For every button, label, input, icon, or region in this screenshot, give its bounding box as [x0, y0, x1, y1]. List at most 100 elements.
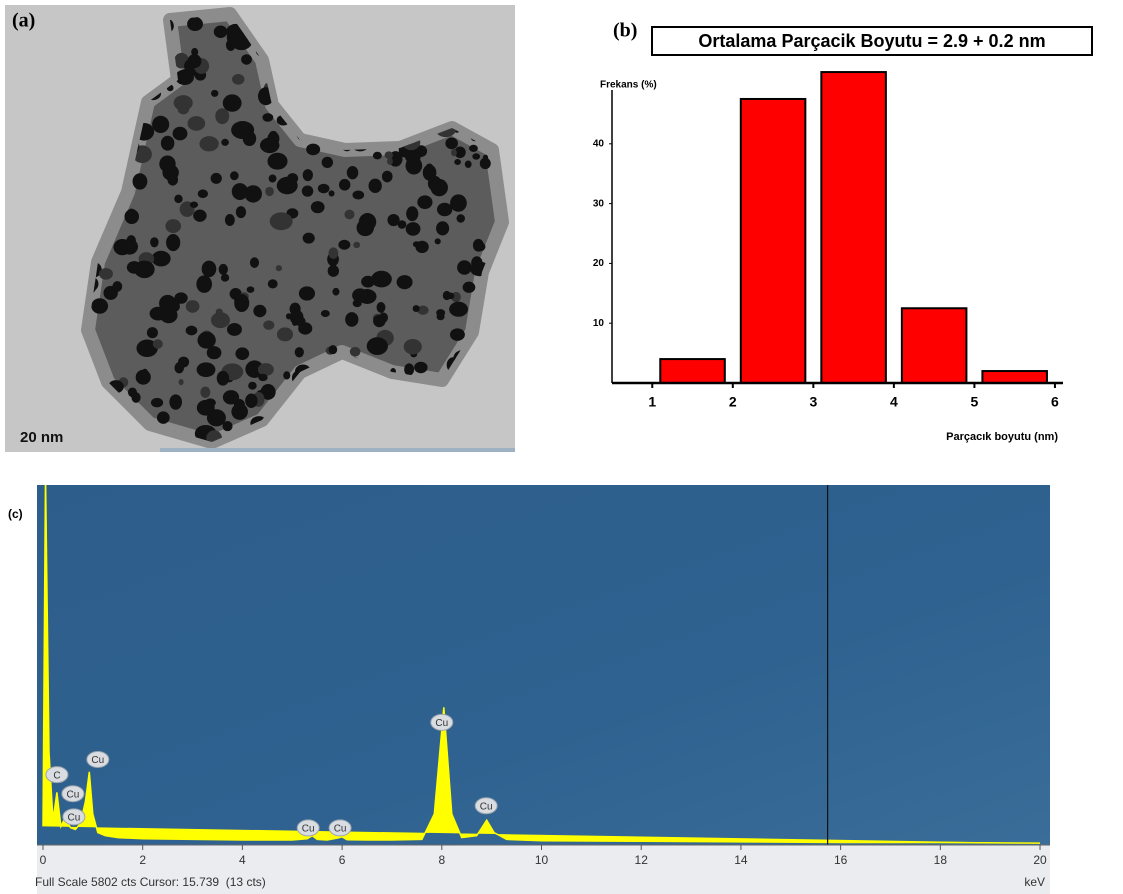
particle [135, 369, 151, 385]
particle [397, 220, 407, 229]
panel-label: (a) [12, 10, 35, 32]
particle [451, 149, 457, 157]
bar [981, 370, 1048, 384]
particle [276, 327, 294, 342]
particle [260, 384, 276, 400]
x-tick-label: 0 [40, 853, 47, 867]
particle [127, 387, 137, 398]
footer: Full Scale 5802 cts Cursor: 15.739 (13 c… [35, 875, 266, 889]
particle [267, 152, 288, 170]
particle [434, 238, 441, 245]
y-tick-label: 30 [593, 198, 605, 209]
particle [210, 172, 222, 184]
spectrum [42, 485, 1041, 844]
particle [193, 209, 207, 222]
particle [267, 279, 278, 289]
image-edge [160, 448, 515, 452]
x-tick-label: 1 [648, 394, 656, 410]
particle [112, 281, 123, 292]
particle [235, 347, 250, 361]
particle [231, 183, 249, 200]
particle [366, 337, 388, 355]
particle [349, 346, 361, 357]
panel-label: (b) [613, 20, 637, 42]
particle [328, 345, 338, 355]
scale-bar-label: 20 nm [20, 429, 63, 446]
particle [454, 146, 466, 159]
particle [405, 151, 421, 164]
x-tick-label: 5 [971, 394, 979, 410]
particle [414, 361, 428, 374]
particle [126, 208, 137, 222]
particle [321, 156, 334, 168]
particle [151, 250, 171, 267]
peak-label: Cu [334, 824, 347, 835]
bar [739, 97, 807, 384]
particle [99, 268, 113, 280]
bar [820, 71, 887, 385]
particle [344, 209, 355, 220]
particle [301, 185, 314, 197]
particle [258, 373, 268, 382]
particle [372, 151, 382, 160]
particle [189, 201, 199, 208]
particle [346, 165, 359, 180]
particle [456, 214, 466, 223]
particle [338, 239, 351, 250]
particle [197, 189, 209, 199]
particle [287, 173, 299, 184]
x-axis-title: Parçacık boyutu (nm) [946, 431, 1058, 443]
particle [332, 287, 340, 296]
particle [187, 16, 203, 32]
particle [146, 327, 158, 339]
particle [268, 174, 277, 183]
particle [172, 126, 188, 141]
particle [187, 54, 202, 69]
particle [160, 135, 175, 151]
particle [132, 173, 148, 190]
x-tick-label: 2 [139, 853, 146, 867]
particle [159, 294, 177, 313]
peak-bubble [45, 766, 69, 784]
axis-strip [37, 845, 1050, 894]
x-tick-label: 16 [834, 853, 848, 867]
particle [373, 314, 386, 328]
particle [445, 137, 458, 150]
particle [215, 308, 223, 316]
particle [185, 300, 200, 313]
particle [327, 265, 340, 277]
particle [269, 212, 293, 231]
plot-area: C Cu Cu Cu Cu Cu Cu Cu [42, 485, 1041, 845]
particle [352, 288, 369, 303]
particle [221, 138, 229, 146]
x-tick-label: 2 [729, 394, 737, 410]
particle [215, 108, 230, 125]
x-tick-label: 4 [239, 853, 246, 867]
particle [404, 363, 415, 376]
y-axis-title: Frekans (%) [600, 80, 657, 91]
x-tick-label: 12 [635, 853, 649, 867]
particle [450, 328, 465, 341]
particle [199, 136, 219, 152]
particle [246, 286, 255, 293]
particle [210, 312, 230, 329]
peak-bubble [61, 785, 85, 803]
particle [206, 346, 222, 360]
particle [167, 173, 179, 186]
chart-title: Ortalama Parçacik Boyutu = 2.9 + 0.2 nm [698, 31, 1045, 51]
peak-label: Cu [480, 801, 493, 812]
particle [473, 242, 486, 252]
particle [187, 116, 206, 131]
particle [328, 247, 339, 259]
peak-bubble [328, 819, 352, 837]
particle [422, 164, 437, 181]
particle [210, 89, 219, 97]
particle [166, 234, 181, 252]
particle [226, 322, 242, 336]
particle [384, 151, 394, 159]
particle [265, 186, 274, 197]
x-tick-label: 4 [890, 394, 898, 410]
particle [136, 339, 158, 358]
particle [248, 381, 257, 390]
